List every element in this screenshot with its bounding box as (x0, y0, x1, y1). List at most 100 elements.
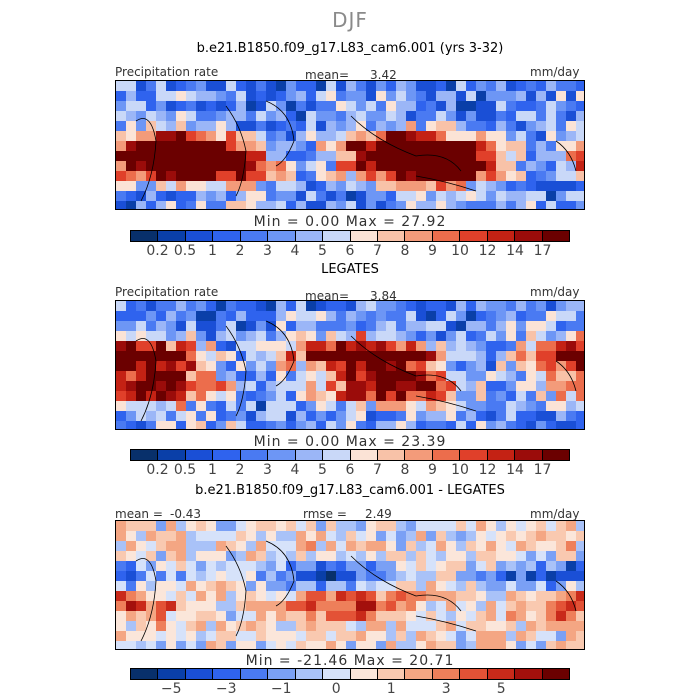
heatmap-cell (466, 121, 477, 132)
heatmap-cell (316, 611, 327, 622)
heatmap-cell (266, 151, 277, 162)
heatmap-cell (426, 581, 437, 592)
heatmap-cell (576, 401, 584, 412)
heatmap-cell (366, 561, 377, 572)
heatmap-cell (396, 201, 407, 209)
heatmap-cell (576, 631, 584, 642)
heatmap-cell (116, 351, 127, 362)
colorbar-swatch (542, 231, 569, 241)
heatmap-cell (446, 411, 457, 422)
heatmap-cell (256, 181, 267, 192)
heatmap-cell (246, 561, 257, 572)
heatmap-cell (416, 121, 427, 132)
heatmap-cell (326, 361, 337, 372)
heatmap-cell (316, 331, 327, 342)
heatmap-cell (546, 181, 557, 192)
heatmap-cell (516, 421, 527, 429)
heatmap-cell (216, 641, 227, 649)
heatmap-cell (376, 421, 387, 429)
heatmap-cell (186, 551, 197, 562)
heatmap-cell (496, 581, 507, 592)
heatmap-cell (176, 121, 187, 132)
heatmap-cell (276, 321, 287, 332)
heatmap-cell (336, 361, 347, 372)
heatmap-cell (386, 401, 397, 412)
heatmap-cell (136, 641, 147, 649)
heatmap-cell (366, 621, 377, 632)
heatmap-cell (326, 621, 337, 632)
heatmap-cell (346, 581, 357, 592)
heatmap-cell (326, 121, 337, 132)
heatmap-cell (136, 421, 147, 429)
heatmap-cell (296, 531, 307, 542)
heatmap-cell (516, 531, 527, 542)
heatmap-cell (336, 101, 347, 112)
colorbar-tick-label: 8 (400, 243, 410, 259)
heatmap-cell (526, 151, 537, 162)
heatmap-cell (536, 631, 547, 642)
heatmap-cell (196, 111, 207, 122)
heatmap-cell (186, 161, 197, 172)
heatmap-cell (536, 81, 547, 92)
heatmap-cell (486, 381, 497, 392)
heatmap-cell (116, 641, 127, 649)
heatmap-cell (386, 171, 397, 182)
heatmap-cell (516, 131, 527, 142)
heatmap-cell (486, 631, 497, 642)
heatmap-cell (186, 311, 197, 322)
heatmap-cell (266, 141, 277, 152)
heatmap-cell (216, 91, 227, 102)
heatmap-cell (266, 101, 277, 112)
heatmap-cell (416, 191, 427, 202)
heatmap-cell (256, 571, 267, 582)
heatmap-cell (286, 551, 297, 562)
heatmap-cell (186, 571, 197, 582)
heatmap-cell (376, 541, 387, 552)
heatmap-cell (136, 181, 147, 192)
colorbar-tick-label: −3 (215, 681, 237, 697)
heatmap-cell (496, 371, 507, 382)
heatmap-cell (256, 191, 267, 202)
heatmap-cell (546, 631, 557, 642)
heatmap-cell (456, 531, 467, 542)
heatmap-cell (116, 171, 127, 182)
heatmap-cell (296, 361, 307, 372)
heatmap-cell (366, 321, 377, 332)
heatmap-cell (116, 331, 127, 342)
heatmap-cell (396, 361, 407, 372)
heatmap-cell (186, 591, 197, 602)
heatmap-cell (206, 581, 217, 592)
heatmap-cell (466, 531, 477, 542)
heatmap-cell (426, 141, 437, 152)
heatmap-cell (286, 151, 297, 162)
panel3-rmse-value: 2.49 (365, 507, 392, 521)
heatmap-cell (506, 421, 517, 429)
heatmap-cell (266, 411, 277, 422)
heatmap-cell (566, 391, 577, 402)
heatmap-cell (566, 121, 577, 132)
heatmap-cell (476, 121, 487, 132)
colorbar-swatch (542, 450, 569, 460)
heatmap-cell (566, 411, 577, 422)
colorbar-swatch (131, 450, 159, 460)
heatmap-cell (376, 141, 387, 152)
heatmap-cell (136, 81, 147, 92)
heatmap-cell (376, 621, 387, 632)
heatmap-cell (466, 321, 477, 332)
heatmap-cell (126, 101, 137, 112)
heatmap-cell (486, 541, 497, 552)
heatmap-cell (166, 101, 177, 112)
heatmap-cell (356, 371, 367, 382)
heatmap-cell (426, 561, 437, 572)
heatmap-cell (446, 571, 457, 582)
heatmap-cell (476, 621, 487, 632)
heatmap-cell (566, 101, 577, 112)
heatmap-cell (276, 551, 287, 562)
heatmap-cell (366, 541, 377, 552)
heatmap-cell (476, 361, 487, 372)
heatmap-cell (206, 161, 217, 172)
heatmap-cell (336, 321, 347, 332)
heatmap-cell (136, 551, 147, 562)
heatmap-cell (136, 341, 147, 352)
heatmap-cell (246, 351, 257, 362)
